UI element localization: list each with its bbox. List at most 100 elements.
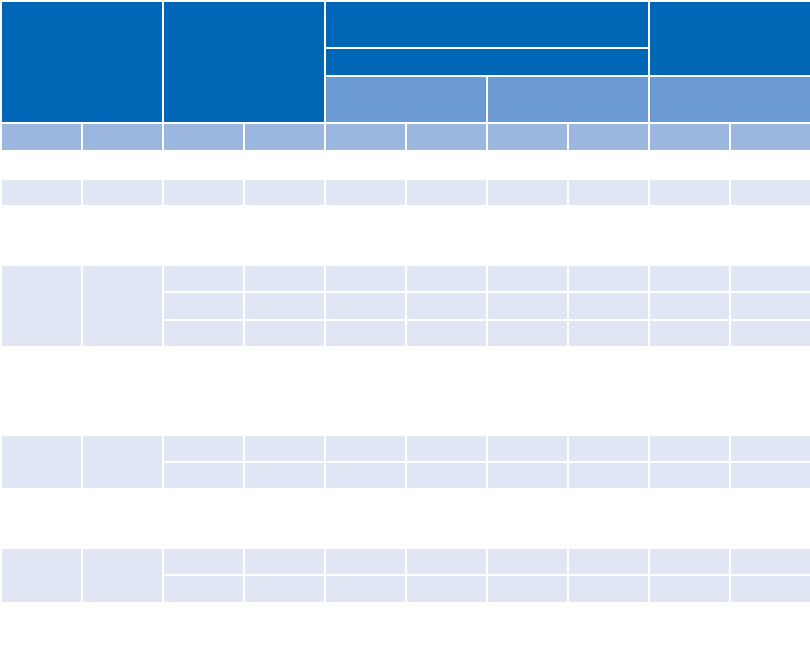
cell: [243, 178, 326, 207]
cell: [324, 574, 407, 604]
cell: [486, 178, 569, 207]
body-row: [1, 291, 810, 321]
cell: [405, 264, 488, 293]
subheader-cell: [567, 122, 650, 152]
cell: [486, 319, 569, 348]
cell: [243, 434, 326, 463]
body-row: [1, 319, 810, 348]
cell: [405, 434, 488, 463]
cell: [162, 178, 245, 207]
cell: [243, 291, 326, 321]
header-cell: [0, 0, 164, 124]
blank-row: [1, 206, 810, 265]
subheader-cell: [729, 122, 810, 152]
cell: [324, 434, 407, 463]
cell: [0, 178, 83, 207]
blank-cell: [1, 206, 810, 265]
cell: [405, 291, 488, 321]
cell: [729, 461, 810, 490]
header-cell: [486, 75, 650, 124]
cell: [0, 434, 83, 490]
blank-cell: [1, 347, 810, 435]
blank-row: [1, 489, 810, 548]
body-row: [0, 547, 810, 604]
cell: [648, 574, 731, 604]
cell: [567, 291, 650, 321]
cell: [567, 574, 650, 604]
cell: [324, 547, 407, 576]
cell: [243, 264, 326, 293]
cell: [0, 547, 83, 604]
data-table: [0, 0, 810, 604]
body-row: [0, 434, 810, 490]
cell: [648, 178, 731, 207]
cell: [324, 291, 407, 321]
header-cell: [324, 47, 650, 77]
subheader-row: [0, 122, 810, 152]
cell: [243, 574, 326, 604]
cell: [81, 178, 164, 207]
cell: [81, 264, 164, 348]
cell: [567, 461, 650, 490]
subheader-cell: [162, 122, 245, 152]
cell: [405, 547, 488, 576]
subheader-cell: [0, 122, 83, 152]
cell: [729, 547, 810, 576]
body-row: [0, 178, 810, 207]
blank-row: [1, 151, 810, 179]
cell: [567, 547, 650, 576]
subheader-cell: [405, 122, 488, 152]
cell: [405, 574, 488, 604]
cell: [486, 434, 569, 463]
header-cell: [648, 0, 810, 77]
body-row: [1, 574, 810, 604]
cell: [567, 319, 650, 348]
cell: [486, 574, 569, 604]
cell: [648, 291, 731, 321]
cell: [243, 461, 326, 490]
cell: [648, 264, 731, 293]
cell: [648, 319, 731, 348]
cell: [81, 434, 164, 490]
cell: [729, 178, 810, 207]
cell: [486, 547, 569, 576]
cell: [324, 461, 407, 490]
body-row: [1, 461, 810, 490]
cell: [162, 319, 245, 348]
cell: [567, 178, 650, 207]
cell: [486, 264, 569, 293]
cell: [648, 434, 731, 463]
subheader-cell: [648, 122, 731, 152]
cell: [486, 461, 569, 490]
cell: [729, 291, 810, 321]
header-row: [1, 47, 810, 77]
cell: [324, 264, 407, 293]
cell: [0, 264, 83, 348]
header-row: [0, 0, 810, 124]
cell: [162, 264, 245, 293]
cell: [324, 319, 407, 348]
header-cell: [324, 0, 650, 49]
cell: [324, 178, 407, 207]
subheader-cell: [324, 122, 407, 152]
cell: [729, 319, 810, 348]
header-cell: [648, 75, 810, 124]
blank-row: [1, 347, 810, 435]
cell: [243, 319, 326, 348]
subheader-cell: [243, 122, 326, 152]
cell: [162, 547, 245, 576]
cell: [729, 434, 810, 463]
cell: [648, 461, 731, 490]
blank-cell: [1, 151, 810, 179]
cell: [567, 434, 650, 463]
cell: [162, 434, 245, 463]
body-row: [0, 264, 810, 348]
header-row: [1, 75, 810, 124]
cell: [729, 574, 810, 604]
cell: [486, 291, 569, 321]
blank-cell: [1, 489, 810, 548]
cell: [162, 574, 245, 604]
header-cell: [324, 75, 488, 124]
cell: [729, 264, 810, 293]
